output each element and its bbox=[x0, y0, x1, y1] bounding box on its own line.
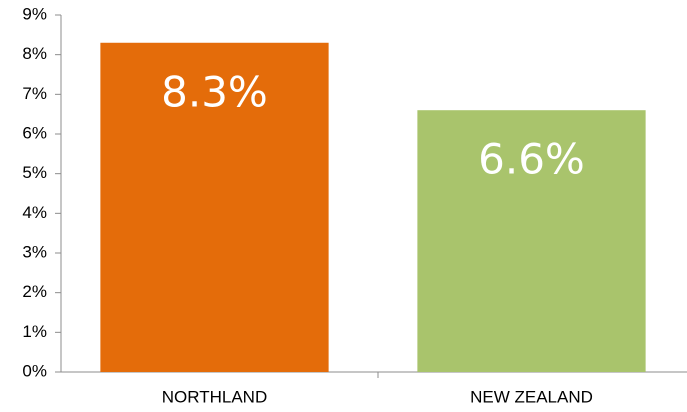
x-tick-label: NEW ZEALAND bbox=[470, 387, 593, 406]
y-tick-label: 1% bbox=[22, 322, 47, 341]
value-label: 8.3% bbox=[161, 67, 268, 116]
x-tick-label: NORTHLAND bbox=[162, 387, 267, 406]
y-tick-label: 5% bbox=[22, 163, 47, 182]
y-tick-label: 8% bbox=[22, 44, 47, 63]
y-tick-label: 9% bbox=[22, 4, 47, 23]
y-tick-label: 0% bbox=[22, 361, 47, 380]
value-label: 6.6% bbox=[478, 135, 585, 184]
bar bbox=[100, 42, 329, 373]
y-tick-label: 2% bbox=[22, 282, 47, 301]
y-tick-label: 6% bbox=[22, 123, 47, 142]
y-tick-label: 4% bbox=[22, 203, 47, 222]
bar bbox=[417, 110, 646, 372]
y-tick-label: 7% bbox=[22, 84, 47, 103]
y-tick-label: 3% bbox=[22, 242, 47, 261]
